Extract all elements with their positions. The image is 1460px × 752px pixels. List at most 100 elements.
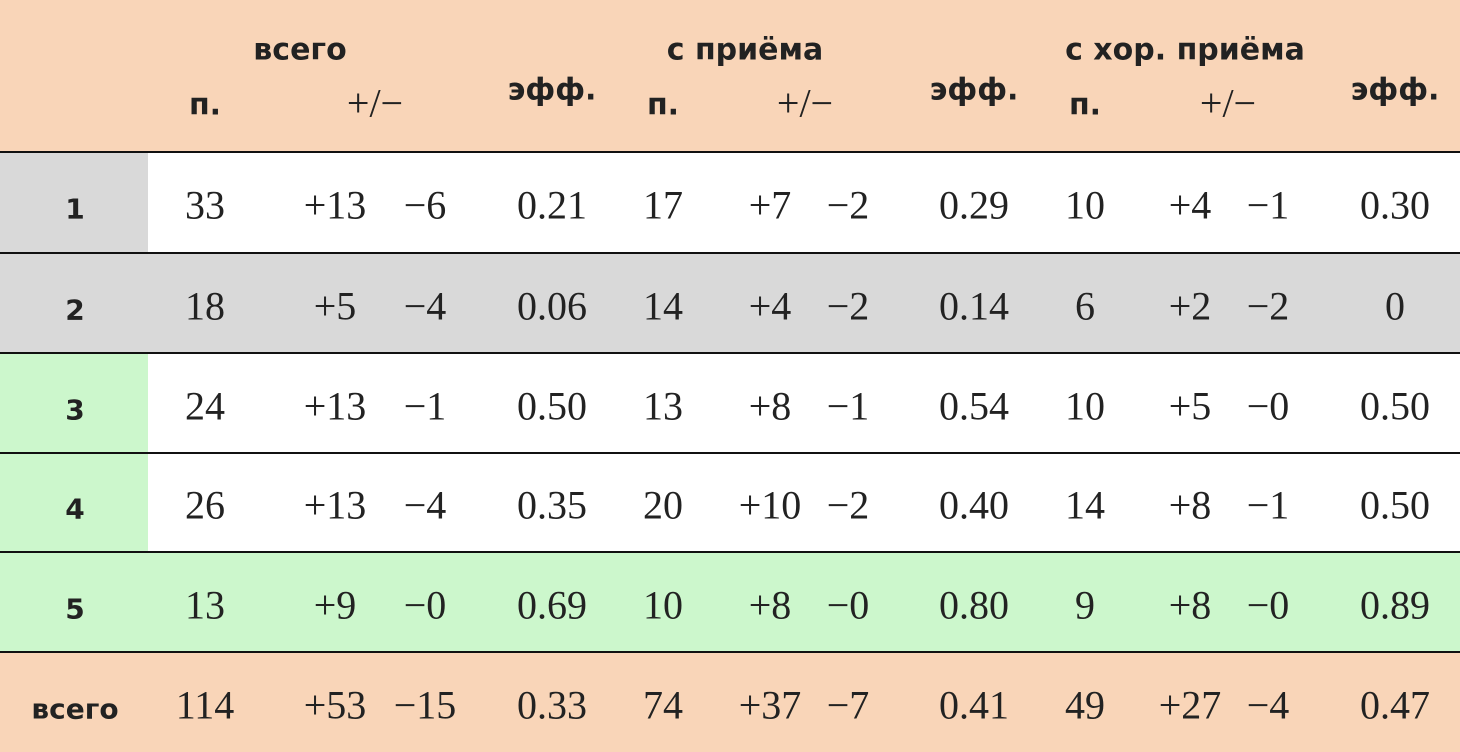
cell-plus: +7 <box>748 182 792 228</box>
cell-eff: 0.50 <box>1360 383 1430 428</box>
cell-plus: +9 <box>313 582 357 627</box>
cell-eff: 0.69 <box>517 582 587 627</box>
row-bg <box>148 652 1460 752</box>
cell-minus: −2 <box>1246 283 1290 328</box>
cell-plus: +4 <box>1168 182 1212 228</box>
group-header: с хор. приёма <box>1065 32 1305 68</box>
row-label: всего <box>31 692 119 726</box>
cell-minus: −2 <box>826 283 870 328</box>
sub-header: эфф. <box>507 72 597 108</box>
cell-plus: +27 <box>1158 682 1222 728</box>
cell-eff: 0.54 <box>939 383 1009 428</box>
row-border <box>0 452 1460 454</box>
row-bg <box>148 353 1460 452</box>
cell-eff: 0.89 <box>1360 582 1430 627</box>
cell-count: 14 <box>643 283 683 328</box>
cell-minus: −1 <box>403 383 447 428</box>
cell-eff: 0.40 <box>939 482 1009 528</box>
cell-eff: 0.21 <box>517 182 587 228</box>
cell-count: 74 <box>643 682 683 728</box>
cell-plus: +8 <box>748 383 792 428</box>
cell-plus: +2 <box>1168 283 1212 328</box>
row-label-bg <box>0 353 148 452</box>
row-bg <box>148 253 1460 352</box>
cell-plus: +8 <box>1168 482 1212 528</box>
cell-minus: −15 <box>393 682 457 728</box>
cell-count: 26 <box>185 482 225 528</box>
row-label-bg <box>0 652 148 752</box>
sub-header: п. <box>188 87 222 123</box>
cell-eff: 0.06 <box>517 283 587 328</box>
cell-eff: 0.50 <box>517 383 587 428</box>
cell-count: 10 <box>1065 182 1105 228</box>
cell-count: 33 <box>185 182 225 228</box>
cell-count: 6 <box>1075 283 1095 328</box>
row-label-bg <box>0 253 148 352</box>
cell-minus: −2 <box>826 182 870 228</box>
cell-eff: 0.41 <box>939 682 1009 728</box>
cell-count: 9 <box>1075 582 1095 627</box>
cell-plus: +37 <box>738 682 802 728</box>
cell-count: 24 <box>185 383 225 428</box>
cell-count: 18 <box>185 283 225 328</box>
cell-count: 10 <box>1065 383 1105 428</box>
cell-minus: −4 <box>403 283 447 328</box>
cell-plus: +10 <box>738 482 802 528</box>
cell-count: 114 <box>175 682 235 728</box>
sub-header: +/− <box>346 80 404 126</box>
cell-minus: −1 <box>1246 482 1290 528</box>
cell-plus: +5 <box>1168 383 1212 428</box>
cell-eff: 0.80 <box>939 582 1009 627</box>
cell-plus: +8 <box>1168 582 1212 627</box>
cell-count: 13 <box>643 383 683 428</box>
cell-eff: 0.30 <box>1360 182 1430 228</box>
cell-minus: −0 <box>1246 383 1290 428</box>
cell-eff: 0.50 <box>1360 482 1430 528</box>
row-label-bg <box>0 552 148 651</box>
row-bg <box>148 552 1460 651</box>
row-border <box>0 352 1460 354</box>
cell-eff: 0.29 <box>939 182 1009 228</box>
cell-plus: +53 <box>303 682 367 728</box>
sub-header: п. <box>1068 87 1102 123</box>
cell-minus: −0 <box>826 582 870 627</box>
sub-header: эфф. <box>929 72 1019 108</box>
cell-plus: +13 <box>303 383 367 428</box>
cell-minus: −1 <box>826 383 870 428</box>
cell-minus: −2 <box>826 482 870 528</box>
cell-eff: 0.35 <box>517 482 587 528</box>
sub-header: эфф. <box>1350 72 1440 108</box>
sub-header: +/− <box>776 80 834 126</box>
row-bg <box>148 453 1460 551</box>
row-border <box>0 151 1460 153</box>
cell-count: 17 <box>643 182 683 228</box>
cell-eff: 0.33 <box>517 682 587 728</box>
cell-count: 20 <box>643 482 683 528</box>
cell-count: 10 <box>643 582 683 627</box>
row-label: 2 <box>65 293 85 326</box>
cell-count: 13 <box>185 582 225 627</box>
row-border <box>0 651 1460 653</box>
row-bg <box>148 152 1460 252</box>
header-bg <box>0 0 1460 152</box>
row-label: 1 <box>65 192 85 226</box>
cell-plus: +4 <box>748 283 792 328</box>
row-label: 5 <box>65 592 85 625</box>
row-label-bg <box>0 152 148 252</box>
group-header: с приёма <box>666 32 824 68</box>
cell-eff: 0.47 <box>1360 682 1430 728</box>
cell-plus: +5 <box>313 283 357 328</box>
group-header: всего <box>253 32 347 68</box>
cell-minus: −7 <box>826 682 870 728</box>
cell-plus: +13 <box>303 482 367 528</box>
cell-minus: −0 <box>403 582 447 627</box>
cell-minus: −4 <box>1246 682 1290 728</box>
cell-minus: −4 <box>403 482 447 528</box>
row-border <box>0 252 1460 254</box>
cell-count: 14 <box>1065 482 1105 528</box>
sub-header: +/− <box>1199 80 1257 126</box>
cell-plus: +13 <box>303 182 367 228</box>
cell-minus: −0 <box>1246 582 1290 627</box>
